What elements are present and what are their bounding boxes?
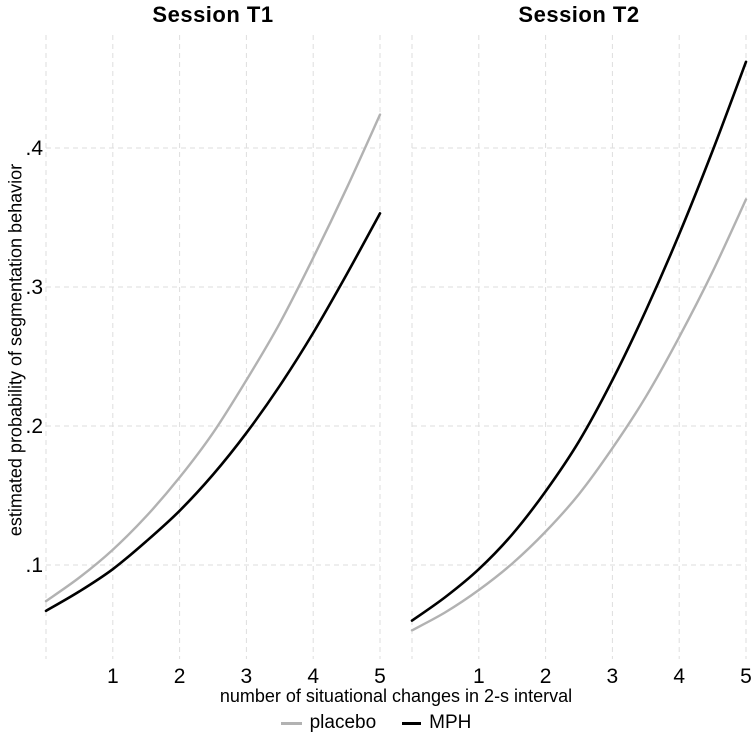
- y-axis-label: estimated probability of segmentation be…: [5, 163, 26, 537]
- placebo-line-swatch-icon: [280, 721, 302, 725]
- x-tick-label: 2: [174, 665, 186, 688]
- series-line-placebo: [410, 198, 748, 632]
- y-tick-label: .3: [25, 276, 43, 299]
- mph-line-swatch-icon: [402, 721, 422, 725]
- x-tick-label: 3: [607, 665, 619, 688]
- panel-title-t2: Session T2: [518, 2, 640, 27]
- series-line-placebo: [44, 113, 382, 603]
- y-tick-label: .1: [25, 554, 43, 577]
- y-tick-label: .4: [25, 137, 43, 160]
- panel-title-t1: Session T1: [152, 2, 274, 27]
- legend-item-mph: MPH: [402, 712, 471, 734]
- x-tick-label: 1: [107, 665, 119, 688]
- y-tick-label: .2: [25, 415, 43, 438]
- x-tick-label: 5: [374, 665, 386, 688]
- legend-item-placebo: placebo: [280, 712, 377, 734]
- x-tick-label: 3: [241, 665, 253, 688]
- x-tick-label: 4: [673, 665, 685, 688]
- legend: placebo MPH: [0, 712, 752, 734]
- x-tick-label: 1: [473, 665, 485, 688]
- legend-label-placebo: placebo: [309, 712, 377, 733]
- x-axis-label: number of situational changes in 2-s int…: [219, 686, 573, 706]
- x-tick-label: 5: [740, 665, 752, 688]
- legend-label-mph: MPH: [429, 712, 472, 733]
- series-line-mph: [44, 212, 382, 613]
- x-tick-label: 4: [307, 665, 319, 688]
- series-line-mph: [410, 60, 748, 622]
- x-tick-label: 2: [540, 665, 552, 688]
